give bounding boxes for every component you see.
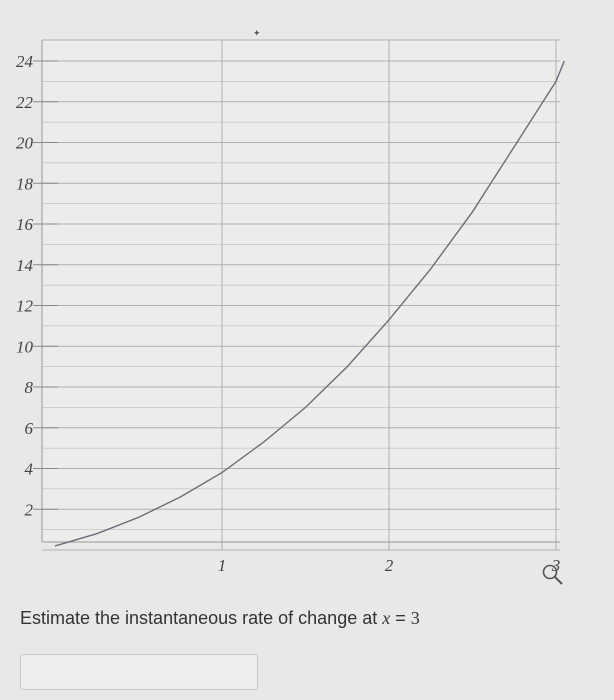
y-tick-label: 24 xyxy=(16,52,34,71)
x-tick-label: 2 xyxy=(385,556,394,575)
y-tick-label: 10 xyxy=(16,337,34,356)
grid xyxy=(42,39,560,551)
x-tick-label: 1 xyxy=(218,556,227,575)
question-prefix: Estimate the instantaneous rate of chang… xyxy=(20,608,383,628)
x-tick-label: 3 xyxy=(551,556,561,575)
y-tick-label: 14 xyxy=(16,256,34,275)
axes xyxy=(33,40,560,543)
zoom-icon[interactable] xyxy=(540,562,566,588)
series-line xyxy=(54,60,565,547)
y-tick-label: 6 xyxy=(25,419,34,438)
answer-input[interactable] xyxy=(20,654,258,690)
y-tick-label: 8 xyxy=(25,378,34,397)
question-variable: x xyxy=(382,608,391,628)
question-text: Estimate the instantaneous rate of chang… xyxy=(20,608,420,629)
plot-background xyxy=(42,40,560,542)
y-tick-label: 16 xyxy=(16,215,34,234)
y-tick-label: 2 xyxy=(25,500,34,519)
question-value: 3 xyxy=(410,608,420,628)
y-tick-label: 22 xyxy=(16,93,34,112)
y-tick-label: 12 xyxy=(16,297,34,316)
y-tick-label: 18 xyxy=(16,174,34,193)
y-tick-label: 20 xyxy=(16,134,34,153)
stray-mark: ✦ xyxy=(253,28,261,38)
y-tick-label: 4 xyxy=(25,460,34,479)
question-equals: = xyxy=(395,608,406,628)
